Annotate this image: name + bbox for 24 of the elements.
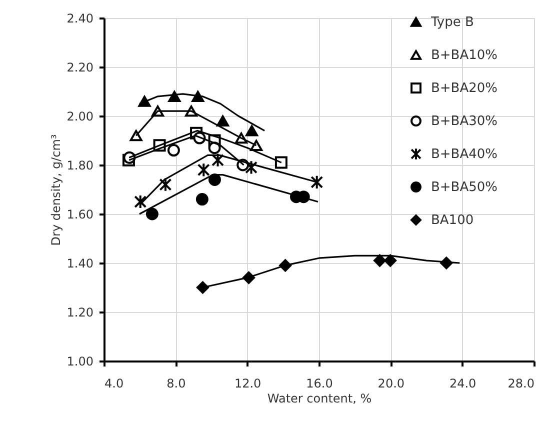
y-tick-label: 1.80 [66, 158, 94, 172]
y-tick-label: 1.40 [66, 256, 94, 270]
y-axis-title: Dry density, g/cm³ [48, 134, 63, 246]
legend-label: B+BA30% [431, 114, 498, 129]
x-tick-label: 8.0 [166, 376, 186, 390]
legend-label: B+BA40% [431, 147, 498, 162]
legend-label: B+BA20% [431, 81, 498, 96]
legend-label: B+BA10% [431, 48, 498, 63]
x-tick-label: 4.0 [104, 376, 124, 390]
y-tick-label: 2.00 [66, 110, 94, 124]
y-tick-label: 2.40 [66, 12, 94, 26]
x-tick-label: 16.0 [306, 376, 333, 390]
y-tick-label: 1.00 [66, 354, 94, 368]
x-tick-label: 28.0 [508, 376, 534, 390]
y-tick-label: 1.60 [66, 208, 94, 222]
x-tick-label: 24.0 [449, 376, 476, 390]
legend-label: Type B [430, 15, 474, 30]
x-axis-title: Water content, % [267, 392, 372, 406]
y-tick-label: 1.20 [66, 306, 94, 320]
y-tick-label: 2.20 [66, 60, 94, 74]
x-tick-label: 20.0 [378, 376, 405, 390]
legend-label: BA100 [431, 213, 474, 228]
x-tick-label: 12.0 [234, 376, 262, 390]
legend-label: B+BA50% [431, 180, 498, 195]
